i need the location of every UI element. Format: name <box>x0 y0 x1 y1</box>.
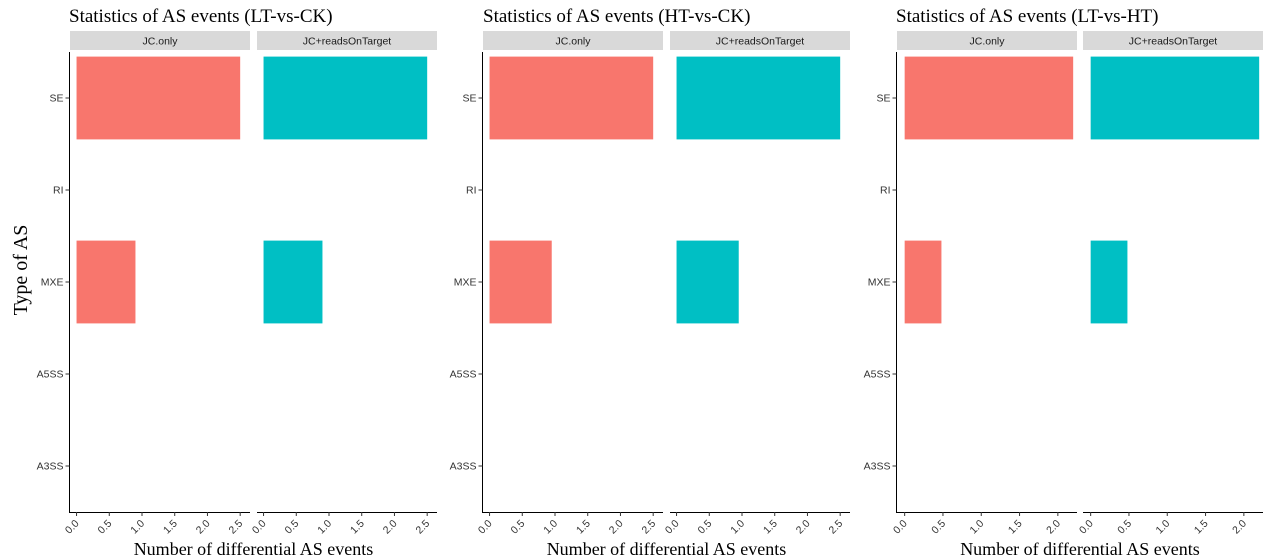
y-tick-label: SE <box>462 93 476 105</box>
x-tick-label: 0.0 <box>476 518 495 537</box>
x-tick-label: 1.0 <box>968 518 987 537</box>
x-tick-label: 1.0 <box>541 518 560 537</box>
facet-strip-label: JC.only <box>555 36 591 48</box>
facet-1: JC.only 0.0 0.5 1.0 1.5 2.0 <box>891 31 1077 536</box>
x-tick-label: 1.0 <box>128 518 147 537</box>
bar-mxe <box>76 240 136 324</box>
facet-strip <box>70 31 250 50</box>
x-tick-label: 0.0 <box>63 518 82 537</box>
facet-2: JC+readsOnTarget 0.0 0.5 1.0 1.5 2.0 2.5 <box>250 31 437 536</box>
chart-panel-3: Statistics of AS events (LT-vs-HT) JC.onl… <box>864 6 1263 559</box>
x-tick-label: 2.0 <box>194 518 213 537</box>
bar-mxe <box>904 240 942 324</box>
x-tick-label: 1.5 <box>161 518 180 537</box>
x-tick-label: 2.5 <box>226 518 245 537</box>
x-tick-label: 1.5 <box>1192 518 1211 537</box>
y-tick-label: RI <box>880 185 891 197</box>
x-tick-label: 0.0 <box>663 518 682 537</box>
facet-strip-label: JC+readsOnTarget <box>303 36 392 48</box>
x-tick-label: 2.5 <box>826 518 845 537</box>
facet-strip-label: JC+readsOnTarget <box>1129 36 1218 48</box>
y-tick-label: RI <box>466 185 477 197</box>
y-tick-label: A3SS <box>450 461 477 473</box>
y-tick-label: A3SS <box>864 461 891 473</box>
facet-1: JC.only 0.0 0.5 1.0 1.5 2.0 2.5 <box>476 31 663 536</box>
bar-se <box>76 56 241 140</box>
x-tick-label: 1.0 <box>1154 518 1173 537</box>
bar-mxe <box>1090 240 1128 324</box>
y-tick-label: A5SS <box>864 369 891 381</box>
y-tick-label: SE <box>49 93 63 105</box>
y-tick-label: A5SS <box>450 369 477 381</box>
facet-2: JC+readsOnTarget 0.0 0.5 1.0 1.5 2.0 2.5 <box>663 31 850 536</box>
facet-strip <box>483 31 663 50</box>
bar-se <box>904 56 1074 140</box>
y-tick-label: A3SS <box>37 461 64 473</box>
x-tick-label: 2.0 <box>794 518 813 537</box>
y-tick-label: A5SS <box>37 369 64 381</box>
facet-strip <box>257 31 437 50</box>
x-tick-label: 0.5 <box>509 518 528 537</box>
x-tick-label: 2.5 <box>413 518 432 537</box>
x-tick-label: 2.0 <box>1230 518 1249 537</box>
x-tick-label: 0.5 <box>283 518 302 537</box>
chart-title: Statistics of AS events (HT-vs-CK) <box>483 6 750 27</box>
facet-strip <box>670 31 850 50</box>
y-tick-label: MXE <box>41 277 64 289</box>
x-tick-label: 0.5 <box>1115 518 1134 537</box>
bar-se <box>676 56 841 140</box>
bar-se <box>263 56 428 140</box>
x-tick-label: 0.5 <box>696 518 715 537</box>
y-tick-label: MXE <box>454 277 477 289</box>
facet-strip-label: JC.only <box>142 36 178 48</box>
bar-se <box>1090 56 1260 140</box>
facet-strip <box>897 31 1077 50</box>
bar-mxe <box>676 240 739 324</box>
chart-panels: Statistics of AS events (LT-vs-CK) JC.onl… <box>37 6 1263 559</box>
bar-se <box>489 56 654 140</box>
y-tick-label: SE <box>876 93 890 105</box>
y-tick-label: RI <box>53 185 64 197</box>
chart-title: Statistics of AS events (LT-vs-HT) <box>896 6 1158 27</box>
x-tick-label: 0.0 <box>1077 518 1096 537</box>
chart-panel-2: Statistics of AS events (HT-vs-CK) JC.onl… <box>450 6 850 559</box>
x-tick-label: 1.5 <box>348 518 367 537</box>
x-tick-label: 0.0 <box>891 518 910 537</box>
x-tick-label: 2.5 <box>639 518 658 537</box>
facet-strip <box>1083 31 1263 50</box>
x-axis-title: Number of differential AS events <box>547 539 787 559</box>
x-axis-title: Number of differential AS events <box>134 539 374 559</box>
facet-2: JC+readsOnTarget 0.0 0.5 1.0 1.5 2.0 <box>1077 31 1263 536</box>
x-axis-title: Number of differential AS events <box>960 539 1200 559</box>
x-tick-label: 1.5 <box>761 518 780 537</box>
x-tick-label: 2.0 <box>1044 518 1063 537</box>
x-tick-label: 0.5 <box>929 518 948 537</box>
facet-strip-label: JC.only <box>969 36 1005 48</box>
x-tick-label: 1.0 <box>728 518 747 537</box>
x-tick-label: 0.5 <box>96 518 115 537</box>
x-tick-label: 1.0 <box>315 518 334 537</box>
chart-panel-1: Statistics of AS events (LT-vs-CK) JC.onl… <box>37 6 437 559</box>
y-tick-label: MXE <box>868 277 891 289</box>
facet-1: JC.only 0.0 0.5 1.0 1.5 2.0 2.5 <box>63 31 250 536</box>
x-tick-label: 1.5 <box>574 518 593 537</box>
bar-mxe <box>489 240 552 324</box>
shared-y-axis-label: Type of AS <box>10 225 32 316</box>
chart-title: Statistics of AS events (LT-vs-CK) <box>69 6 333 27</box>
facet-strip-label: JC+readsOnTarget <box>716 36 805 48</box>
x-tick-label: 0.0 <box>250 518 269 537</box>
x-tick-label: 1.5 <box>1006 518 1025 537</box>
x-tick-label: 2.0 <box>607 518 626 537</box>
x-tick-label: 2.0 <box>381 518 400 537</box>
bar-mxe <box>263 240 323 324</box>
